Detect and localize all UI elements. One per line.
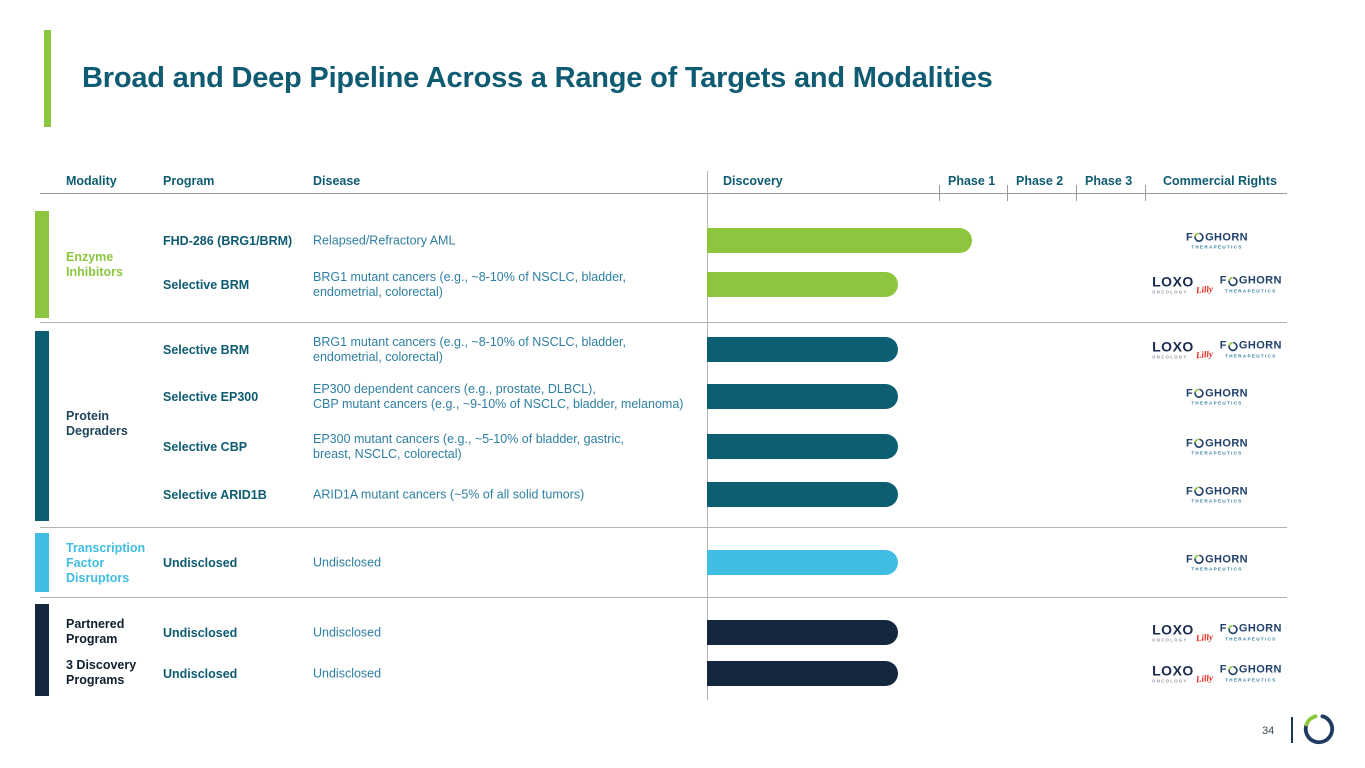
header-rule — [40, 193, 1287, 194]
program-name: Selective BRM — [163, 342, 250, 357]
foghorn-o-icon — [1194, 232, 1204, 242]
disease-text: EP300 dependent cancers (e.g., prostate,… — [313, 381, 684, 411]
section-separator — [40, 597, 1287, 598]
col-header-program: Program — [163, 174, 215, 188]
disease-text: Undisclosed — [313, 555, 382, 569]
section-separator — [40, 322, 1287, 323]
disease-text: Undisclosed — [313, 625, 382, 639]
foghorn-o-icon — [1194, 486, 1204, 496]
modality-bar-protein-degraders — [35, 331, 49, 521]
program-name: Selective ARID1B — [163, 487, 267, 502]
lilly-logo: Lilly — [1195, 672, 1214, 684]
loxo-lilly-logo: LOXO ONCOLOGY Lilly — [1152, 621, 1214, 643]
lilly-logo: Lilly — [1195, 283, 1214, 295]
pipeline-bar — [707, 384, 898, 409]
pipeline-bar — [707, 620, 898, 645]
modality-bar-partnered-programs — [35, 604, 49, 696]
page-number: 34 — [1262, 725, 1275, 737]
modality-label-transcription-factor-disruptors: Transcription Factor Disruptors — [66, 541, 146, 585]
foghorn-logo: F GHORN THERAPEUTICS — [1219, 339, 1282, 359]
pipeline-bar — [707, 550, 898, 575]
modality-label-3-discovery-programs: 3 Discovery Programs — [66, 658, 137, 687]
phase1-tick — [939, 185, 940, 201]
modality-label-enzyme-inhibitors: Enzyme Inhibitors — [66, 250, 123, 279]
page-title: Broad and Deep Pipeline Across a Range o… — [82, 62, 993, 94]
phase3-tick — [1076, 185, 1077, 201]
foghorn-logo: F GHORN THERAPEUTICS — [1185, 436, 1249, 456]
foghorn-logo: F GHORN THERAPEUTICS — [1185, 230, 1249, 250]
pipeline-row: FHD-286 (BRG1/BRM) Relapsed/Refractory A… — [0, 228, 1365, 253]
commercial-tick — [1145, 185, 1146, 201]
pipeline-row: Undisclosed Undisclosed LOXO ONCOLOGY Lil… — [0, 661, 1365, 686]
foghorn-o-icon — [1228, 276, 1238, 286]
section-separator — [40, 527, 1287, 528]
foghorn-logo: F GHORN THERAPEUTICS — [1185, 552, 1249, 572]
disease-text: BRG1 mutant cancers (e.g., ~8-10% of NSC… — [313, 269, 627, 299]
foghorn-o-icon — [1194, 554, 1204, 564]
pipeline-bar — [707, 482, 898, 507]
foghorn-logo: F GHORN THERAPEUTICS — [1219, 622, 1282, 642]
foghorn-logo: F GHORN THERAPEUTICS — [1185, 386, 1249, 406]
pipeline-row: Selective BRM BRG1 mutant cancers (e.g.,… — [0, 269, 1365, 299]
title-accent-bar — [44, 30, 51, 127]
program-name: Selective EP300 — [163, 389, 259, 404]
pipeline-bar — [707, 228, 972, 253]
program-name: Selective CBP — [163, 439, 248, 454]
foghorn-logo: F GHORN THERAPEUTICS — [1185, 484, 1249, 504]
disease-text: Relapsed/Refractory AML — [313, 233, 456, 247]
foghorn-o-icon — [1228, 341, 1238, 351]
pipeline-bar — [707, 434, 898, 459]
disease-text: ARID1A mutant cancers (~5% of all solid … — [313, 487, 585, 501]
program-name: FHD-286 (BRG1/BRM) — [163, 233, 293, 248]
modality-bar-enzyme-inhibitors — [35, 211, 49, 318]
col-header-discovery: Discovery — [723, 174, 783, 188]
col-header-commercial-rights: Commercial Rights — [1163, 174, 1277, 188]
program-name: Undisclosed — [163, 666, 238, 681]
foghorn-logo: F GHORN THERAPEUTICS — [1219, 663, 1282, 683]
foghorn-logo: F GHORN THERAPEUTICS — [1219, 274, 1282, 294]
loxo-lilly-logo: LOXO ONCOLOGY Lilly — [1152, 273, 1214, 295]
program-name: Undisclosed — [163, 555, 238, 570]
lilly-logo: Lilly — [1195, 631, 1214, 643]
phase2-tick — [1007, 185, 1008, 201]
disease-text: BRG1 mutant cancers (e.g., ~8-10% of NSC… — [313, 334, 627, 364]
foghorn-o-icon — [1194, 438, 1204, 448]
program-name: Selective BRM — [163, 277, 250, 292]
program-name: Undisclosed — [163, 625, 238, 640]
pipeline-row: Selective CBP EP300 mutant cancers (e.g.… — [0, 431, 1365, 461]
foghorn-o-icon — [1194, 388, 1204, 398]
modality-label-partnered-program: Partnered Program — [66, 617, 125, 646]
foghorn-o-icon — [1228, 624, 1238, 634]
pipeline-row: Undisclosed Undisclosed F GHORN THERAPEUT… — [0, 550, 1365, 575]
pipeline-bar — [707, 337, 898, 362]
modality-label-protein-degraders: Protein Degraders — [66, 409, 128, 438]
foghorn-ring-logo — [1302, 712, 1336, 751]
pipeline-row: Undisclosed Undisclosed LOXO ONCOLOGY Lil… — [0, 620, 1365, 645]
foghorn-o-icon — [1228, 665, 1238, 675]
pipeline-row: Selective EP300 EP300 dependent cancers … — [0, 381, 1365, 411]
col-header-phase1: Phase 1 — [948, 174, 996, 188]
col-header-disease: Disease — [313, 174, 361, 188]
pipeline-bar — [707, 661, 898, 686]
pipeline-row: Selective BRM BRG1 mutant cancers (e.g.,… — [0, 334, 1365, 364]
footer-divider — [1291, 717, 1293, 743]
loxo-lilly-logo: LOXO ONCOLOGY Lilly — [1152, 662, 1214, 684]
col-header-modality: Modality — [66, 174, 117, 188]
loxo-lilly-logo: LOXO ONCOLOGY Lilly — [1152, 338, 1214, 360]
disease-text: EP300 mutant cancers (e.g., ~5-10% of bl… — [313, 431, 624, 461]
lilly-logo: Lilly — [1195, 348, 1214, 360]
disease-text: Undisclosed — [313, 666, 382, 680]
col-header-phase3: Phase 3 — [1085, 174, 1133, 188]
pipeline-bar — [707, 272, 898, 297]
modality-bar-transcription-factor-disruptors — [35, 533, 49, 592]
col-header-phase2: Phase 2 — [1016, 174, 1064, 188]
pipeline-row: Selective ARID1B ARID1A mutant cancers (… — [0, 482, 1365, 507]
